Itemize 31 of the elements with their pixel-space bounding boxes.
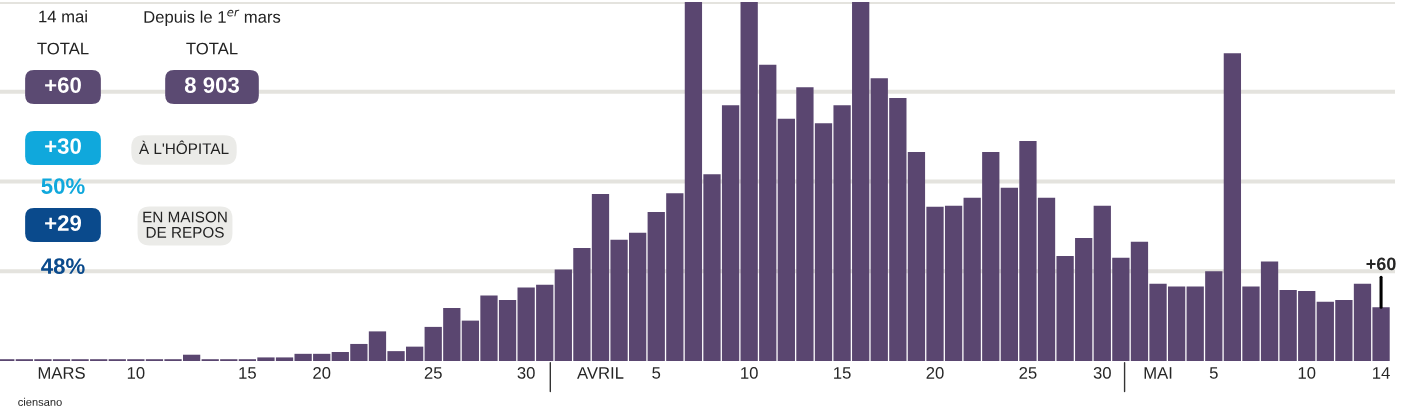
x-tick-label: 10 bbox=[127, 367, 145, 379]
x-tick-label: 25 bbox=[424, 367, 442, 379]
x-tick-label: 20 bbox=[926, 367, 944, 379]
annotation: +60 bbox=[45, 77, 81, 93]
x-tick-label: 5 bbox=[1209, 367, 1218, 379]
annotation: 50% bbox=[41, 178, 85, 194]
x-tick-label: 15 bbox=[834, 367, 851, 379]
annotation: Depuis le 1$^{er}$ mars bbox=[144, 9, 281, 27]
text: ciensano bbox=[18, 397, 62, 406]
x-tick-label: 10 bbox=[741, 367, 758, 379]
data-label: +60 bbox=[1366, 257, 1396, 271]
annotation: TOTAL bbox=[37, 42, 89, 55]
x-tick-label: 30 bbox=[1093, 367, 1111, 379]
x-tick-label: 20 bbox=[313, 367, 331, 379]
annotation: +30 bbox=[45, 138, 81, 154]
annotation: EN MAISON DE REPOS bbox=[143, 211, 227, 238]
annotation: À L'HÔPITAL bbox=[138, 140, 229, 155]
x-tick-label: 30 bbox=[517, 367, 535, 379]
x-tick-label: 10 bbox=[1298, 367, 1316, 379]
x-tick-label: 15 bbox=[239, 367, 256, 379]
x-tick-label: 5 bbox=[652, 367, 661, 379]
annotation: 14 mai bbox=[39, 10, 87, 23]
annotation: 48% bbox=[41, 258, 85, 274]
x-tick-label: 25 bbox=[1019, 367, 1037, 379]
x-tick-label: AVRIL bbox=[577, 367, 624, 379]
x-tick-label: MARS bbox=[38, 367, 85, 379]
annotation: TOTAL bbox=[186, 42, 238, 55]
x-tick-label: 14 bbox=[1373, 367, 1390, 379]
annotation: 8 903 bbox=[184, 77, 240, 93]
annotation: +29 bbox=[45, 215, 82, 231]
x-tick-label: MAI bbox=[1144, 367, 1172, 379]
